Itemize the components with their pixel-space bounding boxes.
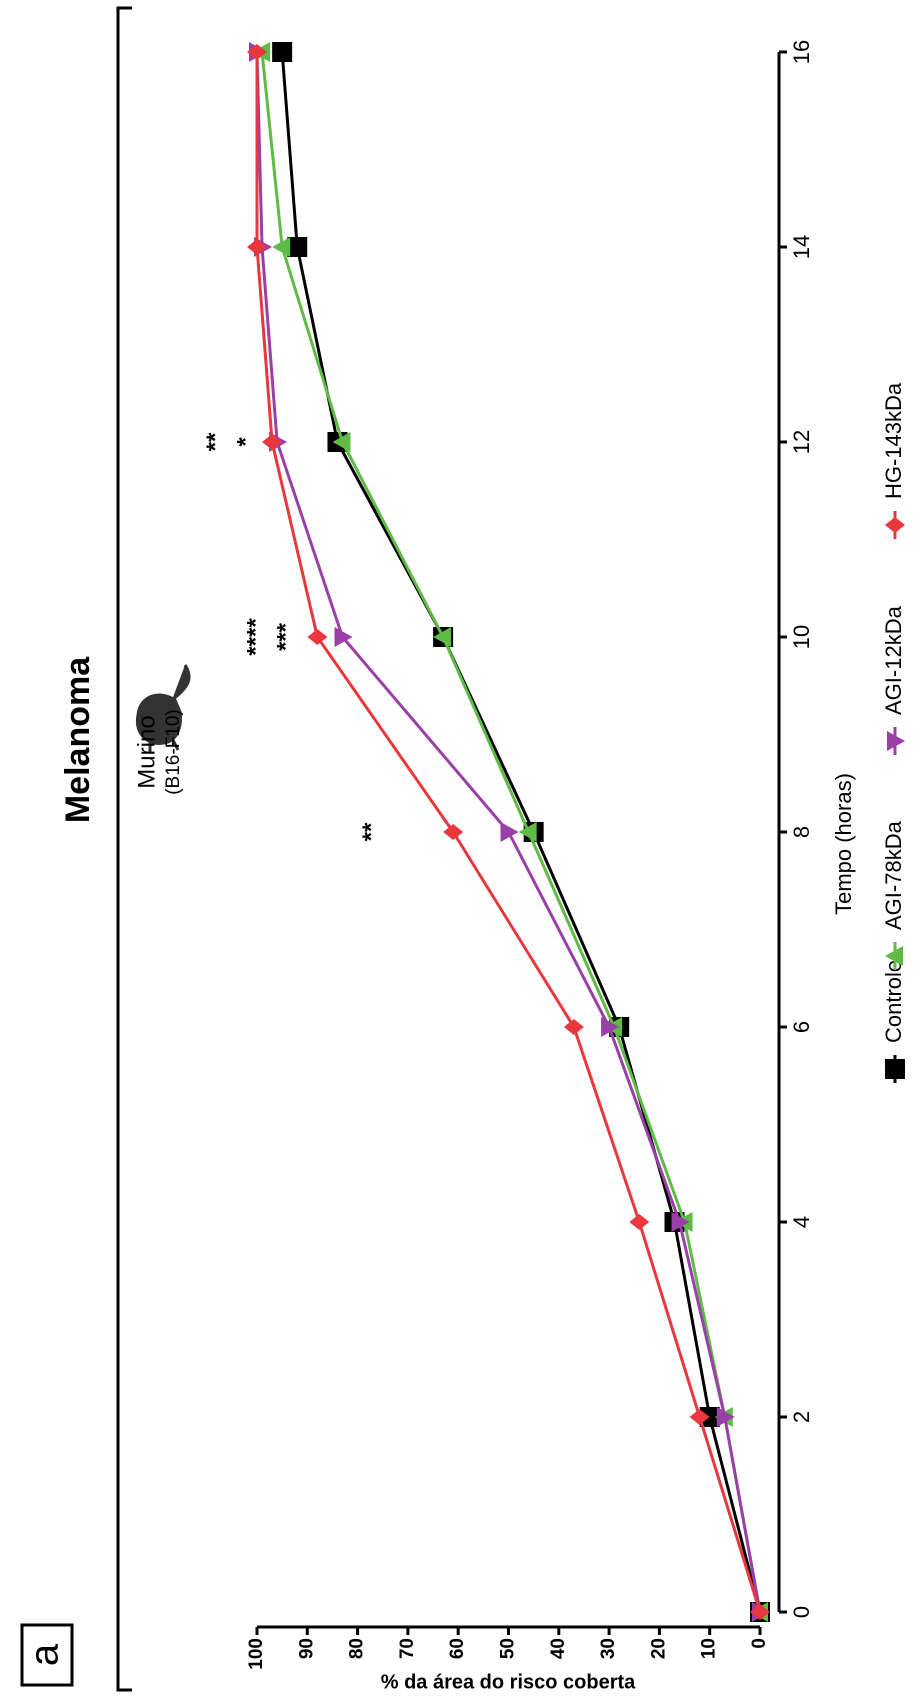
- y-tick-label: 30: [598, 1638, 619, 1659]
- y-tick-label: 20: [648, 1638, 669, 1659]
- y-tick-label: 0: [749, 1638, 770, 1649]
- y-axis-title: % da área do risco coberta: [381, 1671, 636, 1693]
- annotation: **: [202, 432, 229, 451]
- legend-marker: [885, 1059, 905, 1079]
- annotation: ****: [242, 618, 269, 656]
- legend-label: AGI-12kDa: [881, 605, 906, 715]
- y-tick-label: 60: [447, 1638, 468, 1659]
- x-tick-label: 10: [789, 625, 814, 649]
- subtitle: (B16-F10): [163, 709, 184, 795]
- x-axis-title: Tempo (horas): [831, 773, 856, 915]
- x-tick-label: 8: [789, 826, 814, 838]
- annotation: **: [358, 822, 385, 841]
- x-tick-label: 4: [789, 1216, 814, 1228]
- subtitle: Murino: [133, 715, 160, 788]
- x-tick-label: 0: [789, 1606, 814, 1618]
- y-tick-label: 50: [498, 1638, 519, 1659]
- x-tick-label: 14: [789, 235, 814, 259]
- chart-title: Melanoma: [59, 656, 97, 823]
- y-tick-label: 40: [548, 1638, 569, 1659]
- y-tick-label: 70: [397, 1638, 418, 1659]
- panel-label: a: [23, 1643, 67, 1666]
- y-tick-label: 100: [246, 1638, 267, 1670]
- data-point: [287, 237, 307, 257]
- y-tick-label: 90: [296, 1638, 317, 1659]
- background: [0, 0, 921, 1697]
- annotation: ***: [273, 622, 300, 651]
- legend-label: HG-143kDa: [881, 382, 906, 499]
- legend-label: Controle: [881, 960, 906, 1043]
- x-tick-label: 16: [789, 40, 814, 64]
- chart: a Melanoma Murino (B16-F10) Tempo (horas…: [0, 0, 921, 1697]
- y-tick-label: 80: [347, 1638, 368, 1659]
- y-tick-label: 10: [699, 1638, 720, 1659]
- data-point: [272, 42, 292, 62]
- legend-label: AGI-78kDa: [881, 820, 906, 930]
- x-tick-label: 6: [789, 1021, 814, 1033]
- annotation: *: [232, 437, 259, 447]
- x-tick-label: 2: [789, 1411, 814, 1423]
- x-tick-label: 12: [789, 430, 814, 454]
